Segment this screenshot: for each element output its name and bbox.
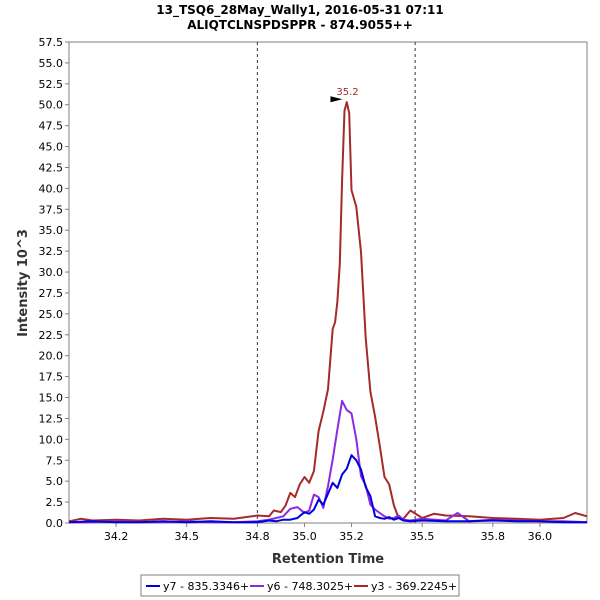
x-tick-label: 36.0 <box>528 530 553 543</box>
y-tick-label: 5.0 <box>46 475 64 488</box>
y-tick-label: 32.5 <box>39 245 64 258</box>
series-line-y3 <box>68 101 588 523</box>
x-tick-label: 34.8 <box>245 530 270 543</box>
x-tick-label: 34.5 <box>174 530 199 543</box>
series-layer <box>68 101 588 524</box>
legend-label: y3 - 369.2245+ <box>371 580 457 593</box>
peak-marker-arrow <box>330 96 343 103</box>
y-tick-label: 50.0 <box>39 99 64 112</box>
integration-bounds <box>256 42 416 523</box>
y-tick-label: 35.0 <box>39 224 64 237</box>
x-tick-label: 35.2 <box>339 530 364 543</box>
y-tick-label: 15.0 <box>39 392 64 405</box>
y-tick-label: 45.0 <box>39 141 64 154</box>
y-tick-label: 57.5 <box>39 36 64 49</box>
y-axis-title: Intensity 10^3 <box>16 229 31 337</box>
chart-subtitle: ALIQTCLNSPDSPPR - 874.9055++ <box>187 18 413 32</box>
legend: y7 - 835.3346+ y6 - 748.3025+ y3 - 369.224… <box>146 580 457 593</box>
y-tick-label: 22.5 <box>39 329 64 342</box>
y-tick-label: 30.0 <box>39 266 64 279</box>
y-tick-label: 25.0 <box>39 308 64 321</box>
y-tick-label: 20.0 <box>39 350 64 363</box>
peak-label: 35.2 <box>336 87 358 98</box>
y-tick-label: 47.5 <box>39 120 64 133</box>
legend-label: y7 - 835.3346+ <box>163 580 249 593</box>
y-tick-label: 42.5 <box>39 161 64 174</box>
y-tick-label: 52.5 <box>39 78 64 91</box>
y-tick-label: 40.0 <box>39 182 64 195</box>
annotation-layer: 35.2 <box>330 87 359 103</box>
y-tick-label: 37.5 <box>39 203 64 216</box>
y-tick-label: 55.0 <box>39 57 64 70</box>
y-tick-label: 27.5 <box>39 287 64 300</box>
x-tick-label: 35.0 <box>292 530 317 543</box>
y-tick-label: 10.0 <box>39 433 64 446</box>
y-tick-label: 0.0 <box>46 517 64 530</box>
x-tick-label: 35.8 <box>481 530 506 543</box>
x-axis-title: Retention Time <box>272 552 384 567</box>
legend-box <box>140 574 460 597</box>
y-tick-label: 2.5 <box>46 496 64 509</box>
axes-layer: 0.0 2.5 5.0 7.5 10.0 12.5 15.0 17.5 20.0 22.5 25.0… <box>39 36 553 543</box>
x-tick-label: 35.5 <box>410 530 435 543</box>
series-line-y7 <box>68 454 587 524</box>
y-tick-label: 12.5 <box>39 412 64 425</box>
y-tick-label: 17.5 <box>39 371 64 384</box>
legend-label: y6 - 748.3025+ <box>267 580 353 593</box>
x-tick-label: 34.2 <box>104 530 129 543</box>
y-tick-label: 7.5 <box>46 454 64 467</box>
plot-area <box>68 41 588 524</box>
chart-title: 13_TSQ6_28May_Wally1, 2016-05-31 07:11 <box>156 3 443 18</box>
